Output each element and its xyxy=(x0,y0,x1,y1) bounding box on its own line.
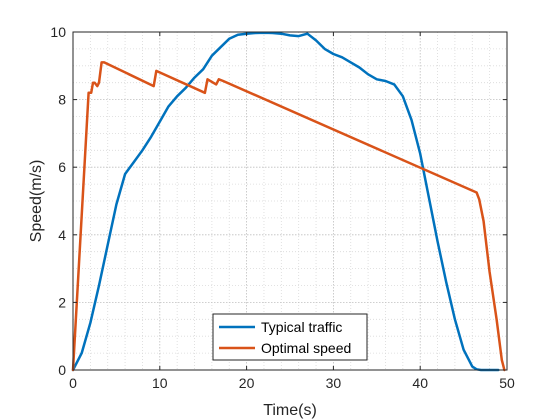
series-layer xyxy=(71,31,506,372)
tick-labels: 0 10 20 30 40 50 0 2 4 6 8 10 xyxy=(50,24,515,391)
y-tick-label: 4 xyxy=(58,227,66,243)
x-tick-label: 10 xyxy=(152,375,168,391)
x-tick-label: 50 xyxy=(499,375,515,391)
plot-frame xyxy=(72,31,508,371)
axis-ticks xyxy=(72,31,508,371)
y-tick-label: 2 xyxy=(58,294,66,310)
legend-label-typical-traffic: Typical traffic xyxy=(261,319,342,335)
y-tick-label: 6 xyxy=(58,159,66,175)
legend-label-optimal-speed: Optimal speed xyxy=(261,340,351,356)
series-line-optimal-speed xyxy=(71,61,506,372)
series-line-typical-traffic xyxy=(71,31,500,372)
y-tick-label: 8 xyxy=(58,92,66,108)
x-tick-label: 40 xyxy=(412,375,428,391)
x-tick-label: 20 xyxy=(239,375,255,391)
y-tick-label: 10 xyxy=(50,24,66,40)
y-axis-label: Speed(m/s) xyxy=(28,160,45,243)
x-axis-label: Time(s) xyxy=(263,402,317,419)
y-tick-label: 0 xyxy=(58,362,66,378)
x-tick-label: 0 xyxy=(69,375,77,391)
legend-box xyxy=(212,313,368,361)
legend: Typical traffic Optimal speed xyxy=(212,313,368,361)
x-tick-label: 30 xyxy=(326,375,342,391)
